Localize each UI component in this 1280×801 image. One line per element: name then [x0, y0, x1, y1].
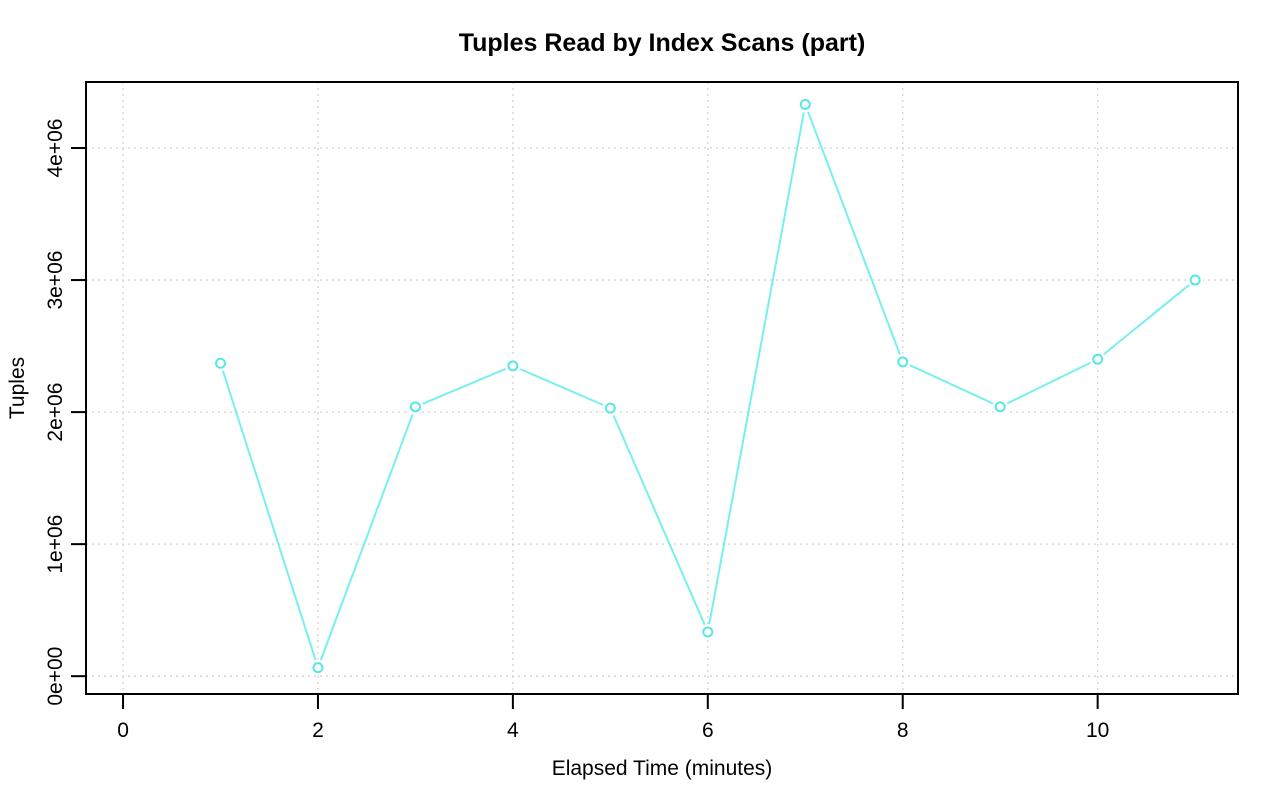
y-axis-label: Tuples — [6, 356, 29, 420]
x-axis-label: Elapsed Time (minutes) — [551, 757, 773, 780]
x-tick-label: 0 — [117, 719, 129, 742]
data-point-markers — [212, 96, 1204, 676]
plot-border — [85, 81, 1239, 695]
data-point-marker — [897, 356, 909, 368]
x-tick-label: 10 — [1086, 719, 1109, 742]
x-tick-label: 2 — [312, 719, 324, 742]
data-point-marker — [312, 662, 324, 674]
series-line — [219, 103, 1197, 669]
axis-tick-labels: 0 2 4 6 8 10 0e+00 1e+06 2e+06 3e+06 4e+06 — [44, 119, 1109, 742]
data-point-marker — [702, 626, 714, 638]
data-point-marker — [994, 401, 1006, 413]
y-tick-label: 0e+00 — [44, 647, 67, 706]
data-point-marker — [214, 357, 226, 369]
plot-box — [85, 81, 1239, 695]
y-tick-label: 1e+06 — [44, 515, 67, 574]
x-tick-label: 4 — [507, 719, 519, 742]
data-point-marker — [1092, 353, 1104, 365]
chart-title: Tuples Read by Index Scans (part) — [458, 29, 866, 57]
data-series — [219, 103, 1197, 669]
axis-ticks — [71, 147, 1099, 709]
data-point-marker — [409, 401, 421, 413]
y-tick-label: 3e+06 — [44, 251, 67, 310]
x-tick-label: 8 — [897, 719, 909, 742]
grid-lines — [86, 82, 1238, 694]
data-point-marker — [799, 98, 811, 110]
data-point-marker — [604, 402, 616, 414]
data-point-marker — [1189, 274, 1201, 286]
y-tick-label: 2e+06 — [44, 383, 67, 442]
data-point-marker — [507, 360, 519, 372]
y-tick-label: 4e+06 — [44, 119, 67, 178]
x-tick-label: 6 — [702, 719, 714, 742]
